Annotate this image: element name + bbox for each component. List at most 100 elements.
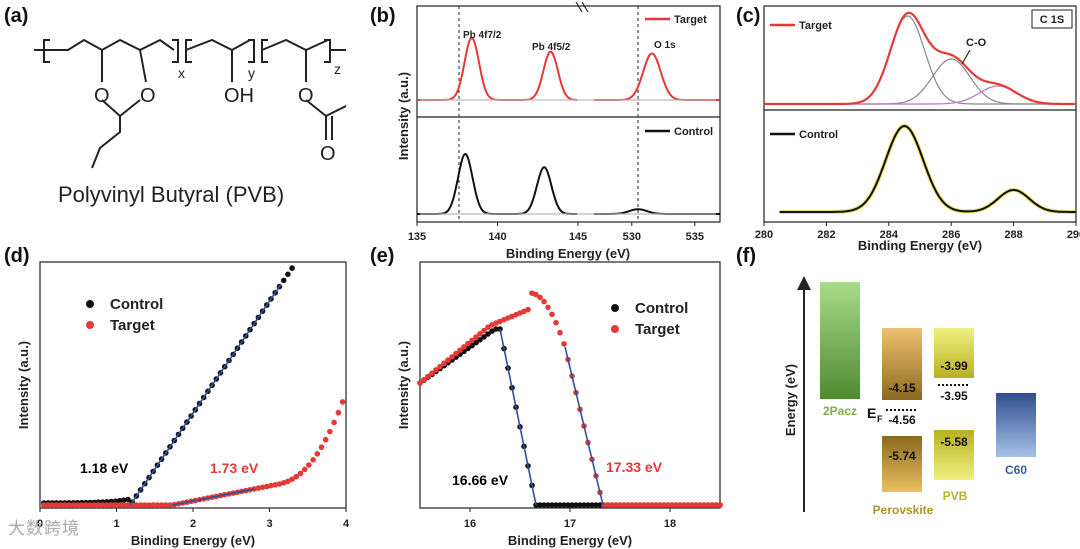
point-target-e-65 xyxy=(677,502,683,508)
point-control-20 xyxy=(125,496,131,503)
point-target-e-29 xyxy=(533,291,539,298)
fit-line-target-e xyxy=(564,346,604,506)
point-target-14 xyxy=(99,502,106,508)
point-target-51 xyxy=(255,485,262,491)
c-curves xyxy=(764,11,1076,214)
point-target-2 xyxy=(49,502,55,508)
xtick-label-d-3: 3 xyxy=(266,518,272,530)
xtick-label-b-right-0: 530 xyxy=(623,231,641,243)
point-target-e-8 xyxy=(449,354,455,360)
point-target-17 xyxy=(112,502,119,508)
xlabel-c: Binding Energy (eV) xyxy=(858,238,982,253)
panel-letter-c: (c) xyxy=(736,5,760,27)
ylabel-e: Intensity (a.u.) xyxy=(396,341,411,429)
point-target-e-73 xyxy=(709,502,715,508)
point-target-7 xyxy=(70,502,77,508)
fit-line-target xyxy=(172,488,255,506)
point-target-e-56 xyxy=(641,502,647,508)
pvb-caption: Polyvinyl Butyral (PVB) xyxy=(58,182,284,207)
series-control-o1s xyxy=(594,208,720,215)
point-control-e-44 xyxy=(593,502,599,508)
pvb-cb-value: -3.99 xyxy=(940,359,968,373)
legend-e-control-marker xyxy=(611,304,619,312)
xtick-label-d-0: 0 xyxy=(37,518,43,530)
b-curves xyxy=(417,1,720,215)
point-target-68 xyxy=(327,428,333,435)
band-perovskite-vb xyxy=(882,436,922,492)
point-target-65 xyxy=(314,451,321,457)
point-target-e-16 xyxy=(481,327,487,334)
point-control-59 xyxy=(289,265,295,271)
panel-letter-a: (a) xyxy=(4,5,28,27)
xtick-label-c-1: 282 xyxy=(817,229,835,241)
point-control-e-17 xyxy=(485,331,491,337)
point-control-e-16 xyxy=(481,334,487,340)
point-control-e-39 xyxy=(573,502,579,508)
point-target-9 xyxy=(78,502,85,508)
point-target-13 xyxy=(95,502,102,508)
point-target-26 xyxy=(150,502,156,508)
point-target-e-5 xyxy=(437,363,443,370)
point-control-19 xyxy=(121,497,127,504)
point-target-63 xyxy=(306,462,312,468)
xlabel-d: Binding Energy (eV) xyxy=(131,533,255,548)
xtick-label-b-left-1: 140 xyxy=(488,231,506,243)
point-control-57 xyxy=(280,277,287,284)
point-target-e-31 xyxy=(541,298,547,305)
panel-f: (f) Energy (eV) 2Pacz -4.15 -5.74 Perovs… xyxy=(736,245,1036,517)
watermark: 大数跨境 xyxy=(8,519,80,538)
point-target-e-6 xyxy=(441,360,447,367)
point-target-e-58 xyxy=(649,502,655,508)
point-target-e-14 xyxy=(473,334,479,340)
point-control-e-37 xyxy=(565,502,571,508)
point-target-e-75 xyxy=(717,502,723,508)
peak-label-o1s: O 1s xyxy=(654,40,676,51)
point-target-e-61 xyxy=(661,502,667,508)
legend-d-target-marker xyxy=(86,321,94,329)
panel-e: (e) Control Target 16.66 eV 17.33 eV 16 1… xyxy=(370,245,723,548)
panel-d: (d) Control Target 1.18 eV 1.73 eV 0 1 2 3 4… xyxy=(4,245,350,548)
xtick-label-c-4: 288 xyxy=(1004,229,1022,241)
d-points xyxy=(41,265,346,508)
fermi-sub: F xyxy=(877,414,883,424)
point-target-70 xyxy=(335,409,342,416)
point-target-6 xyxy=(66,502,72,508)
point-control-e-43 xyxy=(589,502,595,508)
xlabel-b: Binding Energy (eV) xyxy=(506,246,630,261)
point-target-10 xyxy=(83,502,89,508)
point-target-e-52 xyxy=(625,502,631,508)
point-control-e-35 xyxy=(557,502,563,508)
panel-letter-d: (d) xyxy=(4,245,30,267)
point-control-58 xyxy=(285,271,291,278)
legend-b-control: Control xyxy=(674,126,713,138)
band-c60 xyxy=(996,393,1036,457)
point-target-e-33 xyxy=(549,311,555,318)
point-target-54 xyxy=(268,482,274,489)
xtick-label-c-5: 290 xyxy=(1067,229,1080,241)
point-target-23 xyxy=(137,502,144,508)
point-target-e-32 xyxy=(545,304,551,311)
point-target-64 xyxy=(310,457,316,463)
legend-d-target: Target xyxy=(110,317,155,334)
point-control-e-31 xyxy=(541,502,547,508)
xtick-label-d-1: 1 xyxy=(113,518,119,530)
point-target-e-2 xyxy=(425,373,431,380)
point-target-27 xyxy=(154,502,161,508)
d-ticks: 0 1 2 3 4 xyxy=(37,508,350,530)
pvb-structure-bonds xyxy=(34,38,347,169)
xtick-label-d-2: 2 xyxy=(190,518,196,530)
point-target-e-53 xyxy=(629,502,635,508)
point-control-e-33 xyxy=(549,502,555,508)
axis-break-b xyxy=(575,1,589,13)
fermi-value: -4.56 xyxy=(888,413,916,427)
panel-c: (c) C 1S C-O Target Control 280 282 284 286… xyxy=(736,5,1080,253)
panel-letter-e: (e) xyxy=(370,245,394,267)
point-target-e-1 xyxy=(421,376,427,383)
legend-b-target: Target xyxy=(674,14,707,26)
point-target-22 xyxy=(133,502,140,508)
panel-b: (b) Pb 4f7/2 Pb 4f5/2 O 1s Target Contro… xyxy=(370,1,721,261)
point-target-e-3 xyxy=(429,370,435,377)
pvb-fermi-value: -3.95 xyxy=(940,389,968,403)
point-target-e-9 xyxy=(453,350,459,357)
